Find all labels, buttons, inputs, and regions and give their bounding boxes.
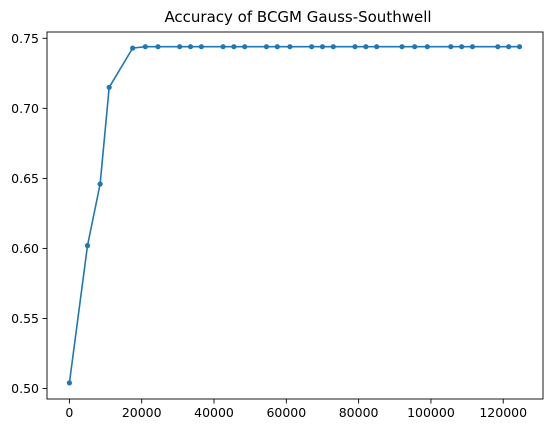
x-tick-label: 0: [65, 405, 73, 420]
y-tick-label: 0.75: [11, 31, 39, 46]
data-point: [319, 44, 326, 50]
data-point: [330, 44, 336, 50]
y-tick-label: 0.65: [11, 171, 39, 186]
data-point: [130, 45, 136, 51]
data-point: [448, 44, 454, 50]
data-point: [142, 44, 148, 50]
data-point: [66, 380, 73, 386]
data-point: [506, 44, 512, 50]
data-point: [155, 44, 161, 50]
y-tick-label: 0.60: [11, 241, 39, 256]
data-point: [309, 44, 315, 50]
data-point: [187, 44, 194, 50]
x-tick-label: 80000: [339, 405, 379, 420]
data-point: [84, 243, 91, 249]
data-point: [263, 44, 270, 50]
data-point: [220, 44, 226, 50]
data-point: [97, 181, 103, 187]
x-tick-label: 60000: [266, 405, 306, 420]
y-tick-label: 0.50: [11, 381, 39, 396]
x-tick-label: 120000: [479, 405, 527, 420]
x-tick-label: 40000: [194, 405, 234, 420]
series-layer: [66, 44, 523, 386]
data-point: [516, 44, 523, 50]
data-point: [198, 44, 204, 50]
data-point: [287, 44, 293, 50]
x-tick-label: 100000: [407, 405, 455, 420]
y-tick-label: 0.70: [11, 101, 39, 116]
data-point: [495, 44, 501, 50]
data-point: [177, 44, 183, 50]
x-axis: 0 20000 40000 60000 80000 100000 120000: [65, 399, 527, 420]
data-point: [242, 44, 248, 50]
y-axis: 0.50 0.55 0.60 0.65 0.70 0.75: [11, 31, 47, 396]
data-point: [424, 44, 430, 50]
data-point: [412, 44, 418, 50]
y-tick-label: 0.55: [11, 311, 39, 326]
data-point: [274, 44, 280, 50]
series-line: [68, 45, 520, 383]
chart-title: Accuracy of BCGM Gauss-Southwell: [164, 8, 431, 26]
x-tick-label: 20000: [122, 405, 162, 420]
data-point: [363, 44, 369, 50]
data-point: [352, 44, 358, 50]
data-point: [374, 44, 380, 50]
data-point: [469, 44, 476, 50]
data-point: [231, 44, 237, 50]
data-point: [106, 84, 112, 90]
plot-area-frame: [46, 31, 544, 400]
data-point: [399, 44, 405, 50]
data-point: [459, 44, 465, 50]
